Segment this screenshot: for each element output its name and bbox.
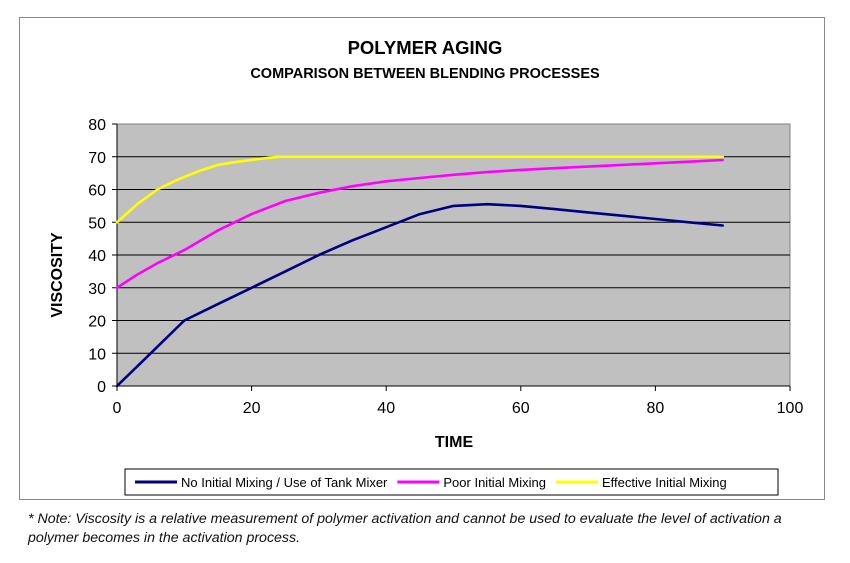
footnote: * Note: Viscosity is a relative measurem… xyxy=(28,511,782,546)
y-tick-label: 50 xyxy=(88,215,106,232)
x-tick-label: 40 xyxy=(377,400,395,417)
y-tick-label: 20 xyxy=(88,314,106,331)
series-line-3 xyxy=(115,155,725,224)
legend-label-3: Effective Initial Mixing xyxy=(602,475,727,490)
legend-label-1: No Initial Mixing / Use of Tank Mixer xyxy=(181,475,388,490)
series-line-1 xyxy=(115,202,725,388)
legend-box xyxy=(124,468,779,496)
chart-subtitle: COMPARISON BETWEEN BLENDING PROCESSES xyxy=(250,66,600,82)
legend: No Initial Mixing / Use of Tank Mixer Poo… xyxy=(124,468,779,496)
y-tick-label: 60 xyxy=(88,183,106,200)
x-tick-label: 80 xyxy=(647,400,665,417)
y-tick-label: 80 xyxy=(88,117,106,134)
legend-label-2: Poor Initial Mixing xyxy=(443,475,546,490)
polymer-aging-chart: POLYMER AGING COMPARISON BETWEEN BLENDIN… xyxy=(49,37,804,496)
chart-area: POLYMER AGING COMPARISON BETWEEN BLENDIN… xyxy=(19,17,825,500)
y-tick-label: 30 xyxy=(88,281,106,298)
x-tick-label: 0 xyxy=(113,400,122,417)
y-tick-label: 70 xyxy=(88,150,106,167)
x-tick-label: 20 xyxy=(243,400,261,417)
x-axis-label: TIME xyxy=(435,434,474,451)
x-tick-label: 60 xyxy=(512,400,530,417)
x-tick-label: 100 xyxy=(777,400,804,417)
y-tick-label: 10 xyxy=(88,346,106,363)
series-line-2 xyxy=(115,158,725,290)
y-tick-label: 0 xyxy=(97,379,106,396)
y-axis-label: VISCOSITY xyxy=(49,232,66,318)
y-tick-label: 40 xyxy=(88,248,106,265)
chart-title: POLYMER AGING xyxy=(348,37,503,58)
